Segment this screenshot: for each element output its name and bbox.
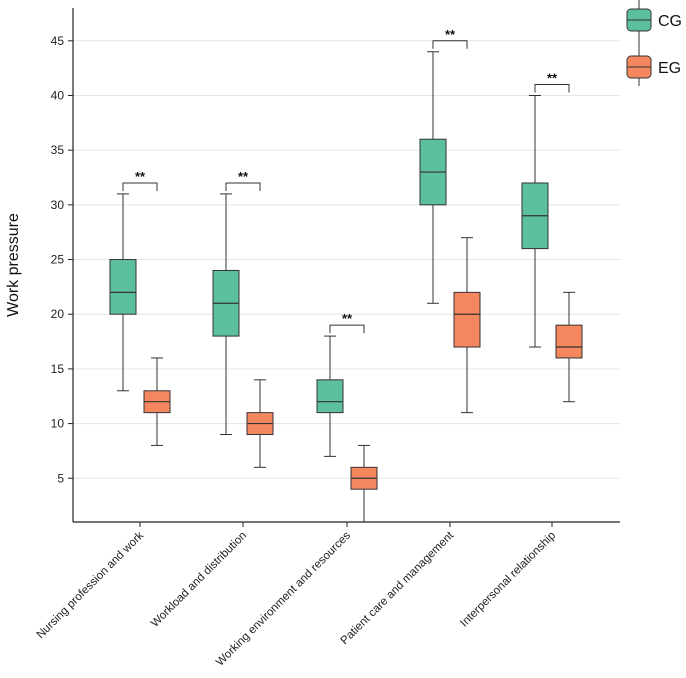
box-iqr <box>555 324 583 359</box>
significance-bracket: ** <box>122 169 158 191</box>
y-tick-label: 5 <box>57 471 64 485</box>
significance-bracket: ** <box>432 27 468 49</box>
box-cg-3 <box>419 51 447 304</box>
significance-label: ** <box>135 169 146 184</box>
y-tick-label: 25 <box>51 253 65 267</box>
box-eg-2 <box>350 444 378 523</box>
significance-bracket: ** <box>534 71 570 93</box>
legend-label: EG <box>658 60 681 77</box>
y-tick-label: 20 <box>51 307 65 321</box>
box-iqr <box>109 259 137 315</box>
x-tick-label: Nursing profession and work <box>35 529 147 641</box>
legend-item-eg: EG <box>626 55 681 79</box>
significance-label: ** <box>547 71 558 86</box>
y-tick-label: 45 <box>51 34 65 48</box>
legend: CG EG <box>626 0 682 86</box>
y-axis-title: Work pressure <box>5 213 22 317</box>
y-tick-label: 30 <box>51 198 65 212</box>
box-eg-3 <box>453 237 481 414</box>
y-tick-label: 35 <box>51 143 65 157</box>
x-tick-label: Patient care and management <box>339 529 457 647</box>
gridlines <box>73 40 620 479</box>
box-cg-0 <box>109 193 137 392</box>
legend-item-cg: CG <box>626 8 682 32</box>
significance-bracket: ** <box>329 311 365 334</box>
x-tick-label: Workload and distribution <box>149 530 249 630</box>
significance-line <box>225 182 261 191</box>
significance-label: ** <box>445 27 456 42</box>
significance-line <box>122 182 158 191</box>
box-eg-4 <box>555 291 583 403</box>
legend-label: CG <box>658 13 682 30</box>
box-iqr <box>316 379 344 414</box>
significance-line <box>534 84 570 93</box>
box-iqr <box>453 291 481 348</box>
significance-label: ** <box>238 169 249 184</box>
significance-label: ** <box>342 311 353 326</box>
y-tick-label: 40 <box>51 88 65 102</box>
plot-area: ** ** ** ** ** <box>109 27 583 523</box>
y-tick-label: 10 <box>51 417 65 431</box>
x-tick-label: Interpersonal relationship <box>458 530 558 630</box>
box-eg-0 <box>143 357 171 446</box>
significance-bracket: ** <box>225 169 261 191</box>
box-cg-4 <box>521 94 549 348</box>
significance-line <box>329 324 365 334</box>
significance-line <box>432 40 468 49</box>
box-cg-2 <box>316 335 344 457</box>
box-cg-1 <box>212 193 240 436</box>
y-tick-label: 15 <box>51 362 65 376</box>
box-eg-1 <box>246 379 274 468</box>
axes: Work pressure 5 10 15 20 25 30 35 40 45 Nursing p… <box>5 8 620 669</box>
